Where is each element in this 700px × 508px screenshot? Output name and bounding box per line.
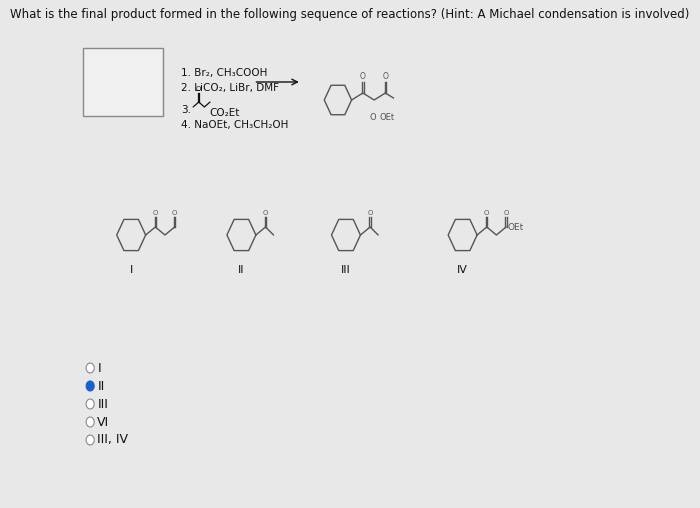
Circle shape [86,381,94,391]
Text: VI: VI [97,416,109,429]
Text: II: II [238,265,244,275]
Text: III: III [341,265,351,275]
Text: 1. Br₂, CH₃COOH: 1. Br₂, CH₃COOH [181,68,267,78]
Circle shape [86,399,94,409]
Text: 3.: 3. [181,105,191,115]
Circle shape [86,363,94,373]
Text: O: O [382,72,389,81]
Text: III, IV: III, IV [97,433,128,447]
Bar [83,48,163,116]
Text: What is the final product formed in the following sequence of reactions? (Hint: : What is the final product formed in the … [10,8,690,21]
Text: I: I [130,265,133,275]
Text: O: O [172,210,177,216]
Text: II: II [97,379,104,393]
Circle shape [86,417,94,427]
Text: O: O [262,210,268,216]
Text: O: O [484,210,489,216]
Text: OEt: OEt [508,223,524,232]
Text: O: O [196,86,202,92]
Text: CO₂Et: CO₂Et [209,108,239,118]
Text: O: O [360,72,366,81]
Text: O: O [369,113,376,122]
Circle shape [86,435,94,445]
Text: 2. LiCO₂, LiBr, DMF: 2. LiCO₂, LiBr, DMF [181,83,279,93]
Text: O: O [503,210,509,216]
Text: IV: IV [457,265,468,275]
Text: I: I [97,362,101,374]
Text: O: O [153,210,158,216]
Text: 4. NaOEt, CH₃CH₂OH: 4. NaOEt, CH₃CH₂OH [181,120,288,130]
Text: O: O [368,210,373,216]
Text: III: III [97,397,108,410]
Text: OEt: OEt [380,113,395,122]
